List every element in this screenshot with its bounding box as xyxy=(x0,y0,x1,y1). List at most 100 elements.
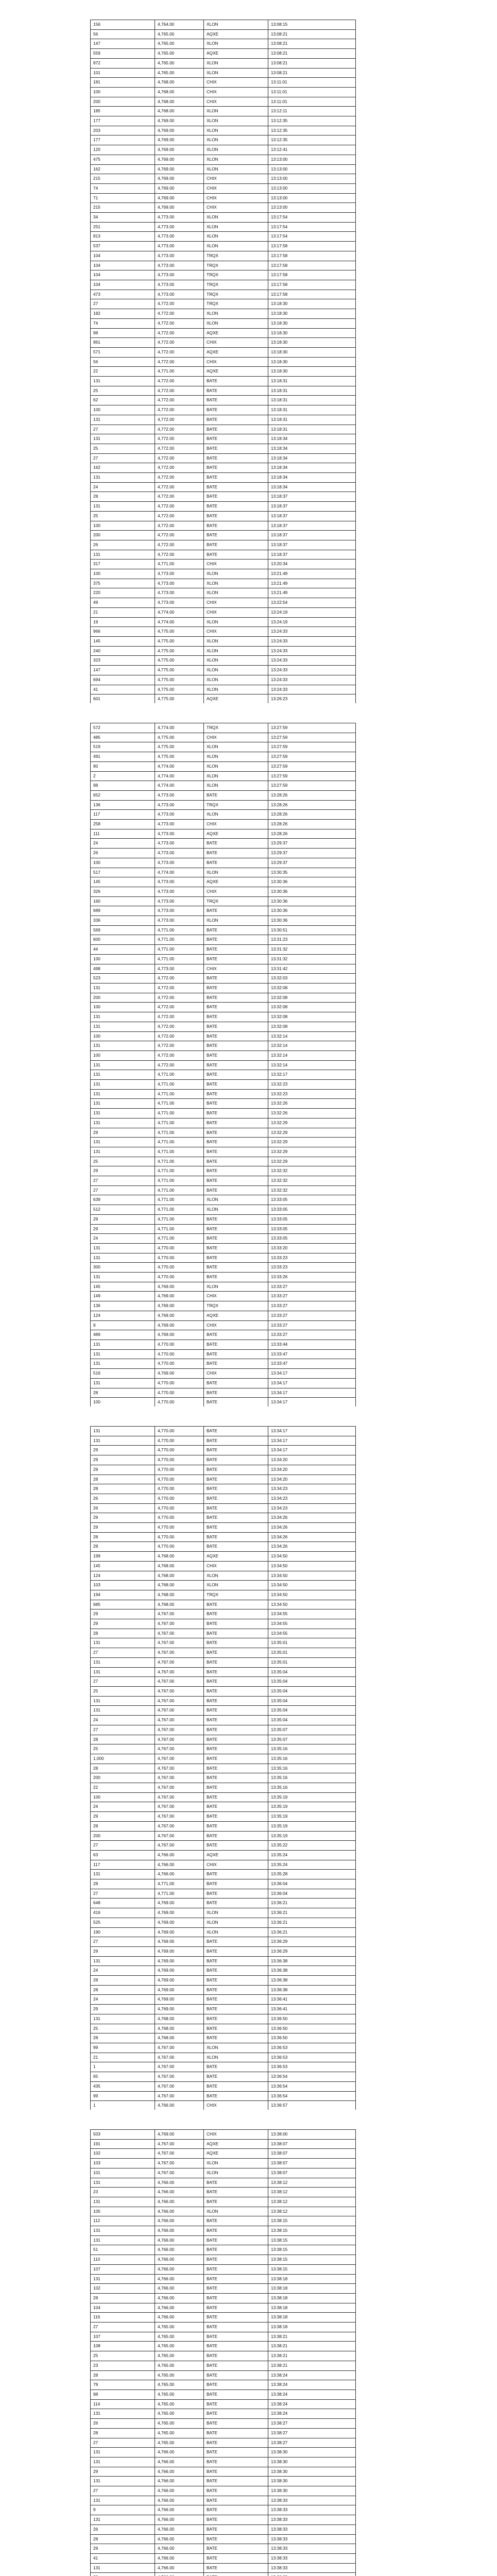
cell-time: 13:33:27 xyxy=(268,1291,356,1302)
cell-venue: BATE xyxy=(203,1262,268,1273)
cell-time: 13:13:00 xyxy=(268,164,356,175)
table-row: 131 4,766.00 BATE 13:38:15 xyxy=(90,2226,356,2236)
cell-price: 4,772.00 xyxy=(155,1050,204,1061)
table-row: 98 4,772.00 AQXE 13:18:30 xyxy=(90,328,356,338)
cell-venue: BATE xyxy=(203,1744,268,1754)
cell-quantity: 25 xyxy=(90,511,155,521)
cell-venue: AQXE xyxy=(203,366,268,377)
cell-quantity: 1 xyxy=(90,2100,155,2110)
cell-quantity: 27 xyxy=(90,1840,155,1851)
cell-quantity: 601 xyxy=(90,694,155,703)
cell-time: 13:17:58 xyxy=(268,250,356,261)
cell-time: 13:36:53 xyxy=(268,2062,356,2073)
cell-time: 13:08:21 xyxy=(268,39,356,49)
cell-venue: BATE xyxy=(203,1599,268,1610)
cell-venue: BATE xyxy=(203,424,268,435)
cell-price: 4,766.00 xyxy=(155,2505,204,2516)
table-row: 28 4,770.00 BATE 13:34:23 xyxy=(90,1484,356,1494)
table-row: 131 4,772.00 BATE 13:18:37 xyxy=(90,501,356,512)
cell-time: 13:32:32 xyxy=(268,1176,356,1186)
cell-price: 4,765.00 xyxy=(155,2399,204,2410)
cell-venue: BATE xyxy=(203,2456,268,2467)
table-row: 131 4,772.00 BATE 13:18:34 xyxy=(90,472,356,483)
cell-venue: XLON xyxy=(203,1195,268,1206)
cell-price: 4,766.00 xyxy=(155,2206,204,2217)
cell-time: 13:35:28 xyxy=(268,1869,356,1880)
cell-price: 4,773.00 xyxy=(155,800,204,810)
cell-quantity: 200 xyxy=(90,1773,155,1784)
cell-time: 13:32:17 xyxy=(268,1070,356,1080)
cell-venue: BATE xyxy=(203,1117,268,1128)
cell-time: 13:34:23 xyxy=(268,1493,356,1504)
cell-venue: BATE xyxy=(203,1233,268,1244)
cell-venue: CHIX xyxy=(203,87,268,97)
table-row: 28 4,766.00 BATE 13:38:18 xyxy=(90,2293,356,2303)
cell-price: 4,772.00 xyxy=(155,376,204,386)
table-row: 41 4,766.00 BATE 13:38:33 xyxy=(90,2553,356,2564)
cell-venue: BATE xyxy=(203,1898,268,1909)
cell-price: 4,768.00 xyxy=(155,1599,204,1610)
cell-price: 4,769.00 xyxy=(155,135,204,146)
cell-time: 13:36:54 xyxy=(268,2091,356,2102)
table-row: 491 4,775.00 XLON 13:27:59 xyxy=(90,752,356,762)
table-row: 694 4,775.00 XLON 13:24:33 xyxy=(90,674,356,685)
table-row: 25 4,767.00 BATE 13:35:16 xyxy=(90,1744,356,1754)
cell-venue: BATE xyxy=(203,1667,268,1677)
cell-price: 4,773.00 xyxy=(155,279,204,290)
table-row: 136 4,769.00 TRQX 13:33:27 xyxy=(90,1301,356,1311)
cell-price: 4,771.00 xyxy=(155,1117,204,1128)
cell-quantity: 9 xyxy=(90,1320,155,1331)
table-row: 29 4,766.00 BATE 13:38:30 xyxy=(90,2466,356,2477)
cell-venue: XLON xyxy=(203,116,268,126)
cell-time: 13:38:27 xyxy=(268,2418,356,2429)
cell-time: 13:29:37 xyxy=(268,848,356,858)
table-row: 131 4,770.00 BATE 13:33:23 xyxy=(90,1252,356,1263)
cell-venue: BATE xyxy=(203,1156,268,1167)
cell-price: 4,766.00 xyxy=(155,2216,204,2227)
cell-time: 13:17:54 xyxy=(268,231,356,242)
table-row: 131 4,766.00 BATE 13:38:30 xyxy=(90,2447,356,2458)
cell-quantity: 28 xyxy=(90,1985,155,1995)
table-row: 105 4,766.00 XLON 13:38:12 xyxy=(90,2206,356,2217)
cell-quantity: 29 xyxy=(90,1455,155,1465)
cell-price: 4,773.00 xyxy=(155,790,204,801)
table-row: 145 4,773.00 AQXE 13:30:36 xyxy=(90,877,356,887)
cell-venue: XLON xyxy=(203,1570,268,1581)
cell-venue: AQXE xyxy=(203,1310,268,1321)
cell-venue: BATE xyxy=(203,443,268,454)
table-row: 29 4,770.00 BATE 13:34:17 xyxy=(90,1445,356,1456)
cell-quantity: 131 xyxy=(90,1359,155,1369)
cell-venue: XLON xyxy=(203,67,268,78)
table-row: 131 4,766.00 BATE 13:38:12 xyxy=(90,2196,356,2207)
cell-venue: XLON xyxy=(203,2206,268,2217)
cell-price: 4,769.00 xyxy=(155,1898,204,1909)
cell-venue: XLON xyxy=(203,588,268,599)
cell-time: 13:18:34 xyxy=(268,482,356,493)
cell-quantity: 147 xyxy=(90,39,155,49)
table-row: 177 4,769.00 XLON 13:12:35 xyxy=(90,135,356,146)
table-row: 111 4,773.00 AQXE 13:28:26 xyxy=(90,828,356,839)
cell-venue: BATE xyxy=(203,1137,268,1147)
cell-time: 13:13:00 xyxy=(268,154,356,165)
table-row: 317 4,771.00 CHIX 13:20:34 xyxy=(90,559,356,570)
cell-quantity: 116 xyxy=(90,2312,155,2323)
cell-time: 13:32:29 xyxy=(268,1146,356,1157)
cell-quantity: 28 xyxy=(90,1821,155,1832)
table-row: 101 4,765.00 XLON 13:08:21 xyxy=(90,67,356,78)
cell-time: 13:35:19 xyxy=(268,1811,356,1822)
table-row: 29 4,769.00 BATE 13:36:41 xyxy=(90,2004,356,2014)
cell-price: 4,767.00 xyxy=(155,2043,204,2053)
table-row: 131 4,771.00 BATE 13:32:26 xyxy=(90,1108,356,1118)
cell-time: 13:36:38 xyxy=(268,1975,356,1986)
cell-venue: BATE xyxy=(203,1474,268,1485)
cell-time: 13:18:31 xyxy=(268,385,356,396)
cell-quantity: 136 xyxy=(90,800,155,810)
cell-venue: BATE xyxy=(203,2033,268,2043)
cell-venue: CHIX xyxy=(203,2100,268,2110)
cell-venue: BATE xyxy=(203,2544,268,2554)
cell-price: 4,770.00 xyxy=(155,1532,204,1543)
table-row: 71 4,769.00 CHIX 13:13:00 xyxy=(90,193,356,204)
cell-quantity: 813 xyxy=(90,231,155,242)
cell-quantity: 131 xyxy=(90,1272,155,1282)
cell-time: 13:38:24 xyxy=(268,2370,356,2381)
